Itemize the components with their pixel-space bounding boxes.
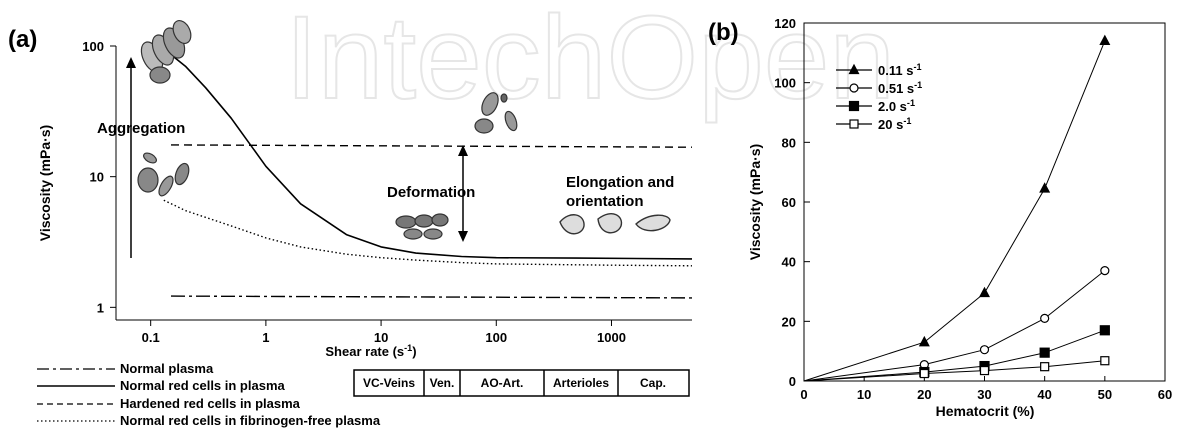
legend-label-3: 2.0 s-1 bbox=[878, 98, 915, 114]
legend-label-1: 0.11 s-1 bbox=[878, 62, 922, 78]
panel-b-y-ticks: 0 20 40 60 80 100 120 bbox=[774, 16, 810, 389]
panel-b-x-tick-label: 40 bbox=[1037, 387, 1051, 402]
panel-a-y-ticks: 1 10 100 bbox=[82, 39, 116, 315]
panel-a-x-tick-label: 100 bbox=[485, 330, 507, 345]
watermark-text: IntechOpen bbox=[285, 0, 895, 124]
vessel-table: VC-Veins Ven. AO-Art. Arterioles Cap. bbox=[353, 369, 690, 397]
legend-label-hardened: Hardened red cells in plasma bbox=[120, 396, 301, 411]
panel-a-x-ticks: 0.1 1 10 100 1000 bbox=[142, 320, 626, 345]
panel-a-y-tick-label: 10 bbox=[90, 170, 104, 185]
panel-a-x-axis-label: Shear rate (s-1) bbox=[325, 343, 416, 359]
panel-b-x-tick-label: 30 bbox=[977, 387, 991, 402]
panel-b-series-1-point bbox=[1039, 182, 1051, 193]
legend-label-fibrinogen-free: Normal red cells in fibrinogen-free plas… bbox=[120, 413, 381, 428]
panel-b: (b) 0 10 20 30 40 50 60 0 20 40 60 80 100 120 Viscos… bbox=[708, 16, 1172, 419]
panel-b-y-axis-label: Viscosity (mPa·s) bbox=[747, 144, 763, 260]
panel-b-legend: 0.11 s-1 0.51 s-1 2.0 s-1 20 s-1 bbox=[836, 62, 922, 132]
annotation-aggregation: Aggregation bbox=[97, 120, 185, 137]
panel-b-series-line-2 bbox=[803, 270, 1106, 382]
legend-label-2: 0.51 s-1 bbox=[878, 80, 922, 96]
rouleaux-sketch bbox=[140, 20, 192, 84]
annotation-orientation: orientation bbox=[566, 193, 644, 210]
panel-b-y-tick-label: 120 bbox=[774, 16, 796, 31]
panel-a-x-tick-label: 0.1 bbox=[142, 330, 160, 345]
legend-marker-2 bbox=[849, 83, 859, 93]
panel-a-series-line-3 bbox=[170, 144, 693, 148]
panel-a-y-tick-label: 1 bbox=[97, 300, 104, 315]
panel-b-y-tick-label: 20 bbox=[782, 314, 796, 329]
panel-b-y-tick-label: 40 bbox=[782, 255, 796, 270]
vessel-cell-cap: Cap. bbox=[640, 376, 666, 390]
panel-b-label: (b) bbox=[708, 19, 739, 46]
legend-marker-3 bbox=[848, 100, 860, 112]
panel-b-x-ticks: 0 10 20 30 40 50 60 bbox=[800, 376, 1172, 402]
panel-a-legend: Normal plasma Normal red cells in plasma… bbox=[37, 361, 381, 428]
panel-b-x-axis-label: Hematocrit (%) bbox=[936, 403, 1035, 419]
panel-b-series-1-point bbox=[979, 286, 990, 298]
annotation-deformation: Deformation bbox=[387, 184, 475, 201]
panel-b-x-tick-label: 60 bbox=[1158, 387, 1172, 402]
panel-b-y-tick-label: 80 bbox=[782, 135, 796, 150]
legend-marker-1 bbox=[848, 63, 860, 75]
red-cells-sketch-3 bbox=[395, 213, 449, 240]
legend-label-normal-plasma: Normal plasma bbox=[120, 361, 214, 376]
panel-b-series-2-point bbox=[1040, 313, 1050, 323]
panel-b-series-2-point bbox=[979, 345, 990, 355]
red-cells-sketch-2 bbox=[474, 92, 518, 134]
vessel-table-border bbox=[353, 369, 690, 397]
panel-b-series bbox=[803, 34, 1111, 382]
panel-a-x-tick-label: 1 bbox=[262, 330, 269, 345]
panel-b-series-4-point bbox=[1040, 362, 1050, 372]
panel-a-series bbox=[163, 48, 693, 299]
panel-b-series-4-point bbox=[1100, 356, 1110, 366]
panel-a-x-tick-label: 1000 bbox=[597, 330, 626, 345]
vessel-cell-vc-veins: VC-Veins bbox=[363, 376, 415, 390]
panel-a-series-line-1 bbox=[170, 295, 693, 299]
panel-a-label: (a) bbox=[8, 26, 37, 53]
elongated-cells-sketch bbox=[559, 213, 671, 235]
panel-a-y-tick-label: 100 bbox=[82, 39, 104, 54]
panel-b-y-tick-label: 60 bbox=[782, 195, 796, 210]
vessel-cell-ao-art: AO-Art. bbox=[481, 376, 524, 390]
panel-b-series-3-point bbox=[1039, 347, 1050, 358]
panel-a-y-axis-label: Viscosity (mPa·s) bbox=[37, 125, 53, 241]
panel-b-series-line-4 bbox=[803, 360, 1105, 382]
legend-label-normal-red-cells: Normal red cells in plasma bbox=[120, 378, 286, 393]
panel-b-series-2-point bbox=[1100, 266, 1110, 276]
panel-b-series-1-point bbox=[918, 335, 930, 347]
legend-marker-4 bbox=[849, 119, 859, 129]
panel-b-y-tick-label: 0 bbox=[789, 374, 796, 389]
panel-a-x-tick-label: 10 bbox=[374, 330, 388, 345]
deformation-arrow bbox=[458, 145, 468, 242]
panel-a-series-line-4 bbox=[163, 199, 693, 267]
panel-b-series-1-point bbox=[1099, 34, 1111, 46]
panel-b-series-3-point bbox=[1099, 325, 1110, 336]
vessel-cell-arterioles: Arterioles bbox=[553, 376, 609, 390]
aggregation-arrow bbox=[126, 57, 136, 258]
panel-a-series-line-2 bbox=[163, 48, 693, 260]
annotation-elongation: Elongation and bbox=[566, 174, 674, 191]
legend-label-4: 20 s-1 bbox=[878, 116, 911, 132]
panel-a: (a) 0.1 1 10 100 1000 1 10 100 Viscosity (mPa·… bbox=[8, 20, 693, 428]
panel-b-series-4-point bbox=[919, 368, 929, 379]
panel-b-x-tick-label: 0 bbox=[800, 387, 807, 402]
panel-b-x-tick-label: 10 bbox=[857, 387, 871, 402]
panel-b-series-4-point bbox=[979, 365, 990, 376]
vessel-cell-ven: Ven. bbox=[430, 376, 455, 390]
panel-b-x-tick-label: 20 bbox=[917, 387, 931, 402]
panel-b-y-tick-label: 100 bbox=[774, 76, 796, 91]
panel-b-x-tick-label: 50 bbox=[1098, 387, 1112, 402]
panel-b-series-line-3 bbox=[803, 329, 1105, 382]
red-cells-sketch-1 bbox=[137, 152, 190, 197]
